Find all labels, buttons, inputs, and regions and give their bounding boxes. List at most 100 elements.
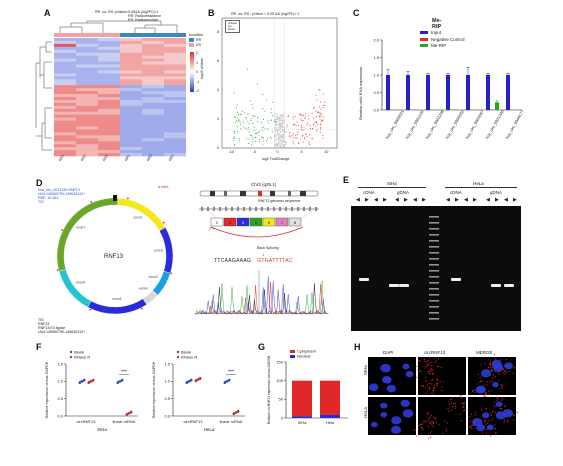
genomic-exon-tick [255,207,257,211]
volcano-point-down [256,121,258,123]
panel-e-siha-bracket [358,187,426,188]
rna-fish-signal [482,432,484,434]
volcano-point-ns [282,121,284,123]
volcano-point-ns [280,124,282,126]
volcano-point-down [235,117,237,119]
nucleus-stain [476,424,486,432]
heatmap-cell [98,55,120,59]
volcano-point-up [302,129,304,131]
rna-fish-signal [419,370,421,372]
heatmap-cell [54,79,76,83]
data-point-rnase-r [129,410,133,414]
exon-number: 5 [255,220,258,225]
volcano-point-down [233,144,235,146]
volcano-point-ns [275,118,277,120]
volcano-point-up [319,89,321,91]
heatmap-cell [142,105,164,110]
y-tick-label: 50 [279,397,284,402]
rna-fish-signal [463,403,465,405]
rna-fish-signal [454,407,456,409]
heatmap-cell [142,132,164,136]
heatmap-cell [98,79,120,83]
rna-fish-signal [516,411,518,413]
volcano-point-ns [279,141,281,143]
pcr-band [359,278,369,281]
m6a-site-marker [90,201,93,203]
panel-a-legend-swatch-rr [189,38,194,42]
heatmap-cell [120,46,142,51]
exon-arc [58,269,92,308]
rna-fish-signal [431,392,433,394]
heatmap-cell [98,88,120,92]
volcano-point-ns [283,130,285,132]
heatmap-cell [98,126,120,130]
panel-c-bar-chart: 0.0 0.5 1.0 1.5 2.0 [373,38,522,113]
volcano-point-down [244,112,246,114]
volcano-point-ns [276,113,278,115]
heatmap-cell [142,102,164,107]
y-tick-label: 2.0 [373,38,379,43]
rna-fish-signal [427,359,429,362]
volcano-point-ns [279,116,281,118]
genomic-exon-tick [267,207,269,211]
rna-fish-signal [426,420,428,422]
heatmap-cell [120,141,142,145]
nucleus-stain [476,385,486,394]
panel-d-exon-structure: 2 3 4 5 6 7 8 [199,207,319,238]
x-category-label: Hela [326,420,335,425]
heatmap-cell [164,85,186,89]
m6a-site-marker [89,308,92,311]
volcano-point-down [251,134,253,136]
heatmap-cell [54,105,76,110]
heatmap-cell [120,85,142,89]
volcano-point-ns [274,121,276,123]
y-tick-label: 100 [276,378,283,383]
rna-fish-signal [460,397,462,399]
heatmap-cell [76,108,98,113]
volcano-point-up [317,123,319,125]
panel-a-col-dendrogram [59,20,178,33]
legend-marker [176,350,180,354]
y-tick-label: 150 [276,359,283,364]
volcano-point-ns [276,133,278,135]
volcano-point-up [308,118,310,120]
volcano-point-up [294,116,296,118]
rna-fish-signal [428,386,430,388]
rna-fish-signal [433,387,436,389]
heatmap-cell [54,70,76,74]
volcano-point-ns [278,144,280,146]
volcano-point-ns [277,117,279,119]
volcano-point-down [270,111,272,114]
heatmap-cell [54,91,76,95]
rna-fish-signal [487,366,490,368]
bar-input [506,75,510,110]
rna-fish-signal [479,376,481,378]
volcano-point-ns [275,129,277,131]
rna-fish-signal [433,392,435,394]
m6a-site-marker [61,228,63,231]
nucleus-stain [405,370,414,378]
volcano-point-ns [282,140,284,142]
divergent-primer-icon: ◀ [374,197,378,203]
rna-fish-signal [463,409,466,411]
volcano-point-ns [276,130,278,132]
heatmap-cell [76,70,98,74]
volcano-point-down [267,120,269,122]
volcano-point-ns [282,123,284,125]
data-point-rnase-r [232,412,236,416]
volcano-point-down [256,83,259,85]
volcano-point-ns [275,118,277,120]
volcano-point-down [270,119,272,121]
bar-input [446,75,450,110]
convergent-primer-icon: ▶ [404,197,408,203]
divergent-primer-icon: ◀ [446,197,450,203]
panel-d-bottom-gene: RNF13 [38,322,50,326]
nucleus-stain [370,421,378,428]
volcano-point-up [304,113,306,115]
volcano-point-ns [277,129,279,131]
panel-d-rbp: RBP: 10,381 [38,196,59,200]
volcano-point-down [270,137,272,139]
heatmap-cell [98,43,120,48]
volcano-point-ns [282,120,284,122]
rna-fish-signal [436,379,438,381]
